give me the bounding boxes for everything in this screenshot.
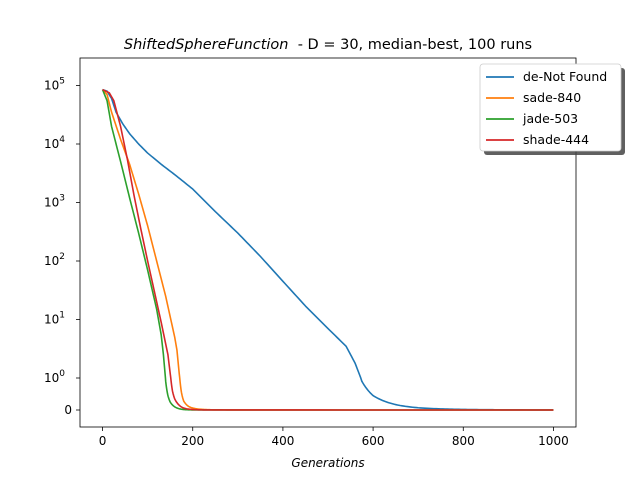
series-line-jade-503 xyxy=(101,89,554,411)
y-tick-label: 105 xyxy=(44,77,65,93)
y-tick-label: 104 xyxy=(44,135,65,151)
y-tick-label: 101 xyxy=(44,311,65,327)
legend-label-jade-503: jade-503 xyxy=(522,111,578,126)
legend-label-sade-840: sade-840 xyxy=(523,90,581,105)
y-tick-label: 100 xyxy=(44,369,65,385)
x-tick-label: 400 xyxy=(271,434,294,448)
legend-box xyxy=(479,63,622,152)
series-line-shade-444 xyxy=(102,88,554,411)
legend-label-de-Not Found: de-Not Found xyxy=(523,69,607,84)
x-tick-label: 800 xyxy=(452,434,475,448)
y-axis: 0 100 101 102 103 104 105 xyxy=(44,77,80,417)
x-axis-label: Generations xyxy=(291,456,364,470)
chart-title: ShiftedSphereFunction - D = 30, median-b… xyxy=(124,37,532,53)
chart-title-italic: ShiftedSphereFunction xyxy=(124,37,289,53)
x-axis: 0 200 400 600 800 1000 xyxy=(99,427,569,448)
legend: de-Not Found sade-840 jade-503 shade-444 xyxy=(479,63,625,155)
legend-label-shade-444: shade-444 xyxy=(523,132,589,147)
y-tick-label: 103 xyxy=(44,194,65,210)
chart-title-rest: - D = 30, median-best, 100 runs xyxy=(289,37,533,53)
series-layer xyxy=(101,88,554,411)
series-line-de-Not Found xyxy=(102,88,554,411)
plot-frame xyxy=(79,57,577,428)
x-tick-label: 0 xyxy=(99,434,107,448)
y-tick-label: 0 xyxy=(64,403,72,417)
legend-items: de-Not Found sade-840 jade-503 shade-444 xyxy=(486,69,607,147)
x-tick-label: 600 xyxy=(362,434,385,448)
x-tick-label: 200 xyxy=(181,434,204,448)
x-tick-label: 1000 xyxy=(538,434,569,448)
y-tick-label: 102 xyxy=(44,252,65,268)
